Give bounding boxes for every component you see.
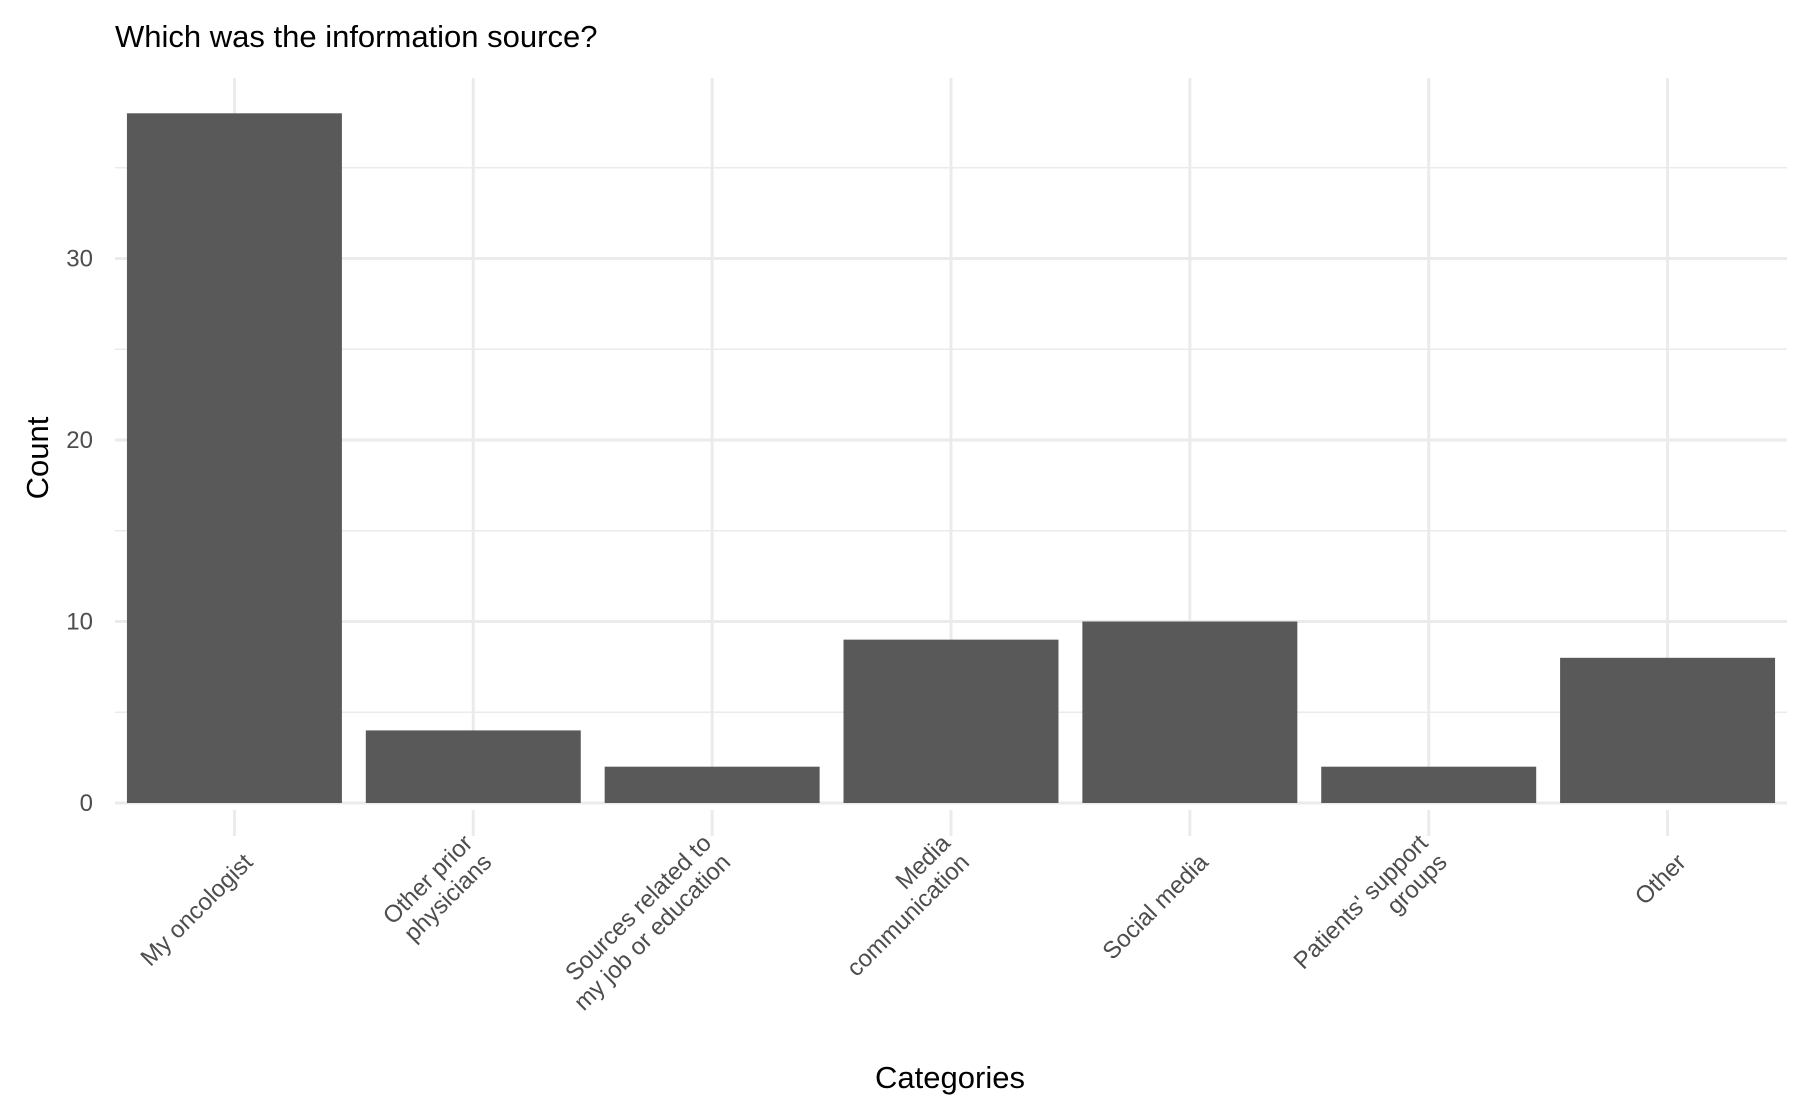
- y-tick-label: 20: [66, 427, 93, 454]
- y-axis-ticks: 0 10 20 30: [66, 246, 93, 818]
- bar: [1082, 621, 1298, 803]
- bars: [126, 113, 1776, 804]
- y-tick-label: 30: [66, 246, 93, 273]
- bar: [604, 766, 820, 803]
- x-tick-label: Other: [1630, 849, 1692, 911]
- bar: [1321, 766, 1537, 803]
- bar: [365, 730, 581, 803]
- x-tick-label: Social media: [1098, 848, 1215, 965]
- x-tick-label: My oncologist: [135, 849, 258, 972]
- bar: [1560, 657, 1776, 803]
- y-tick-label: 10: [66, 609, 93, 636]
- y-tick-label: 0: [80, 790, 93, 817]
- bar: [126, 113, 342, 804]
- y-axis-title: Count: [20, 416, 55, 499]
- x-tick-label-line: Other: [1630, 849, 1692, 911]
- x-axis-title: Categories: [875, 1060, 1025, 1095]
- bar: [843, 639, 1059, 803]
- x-tick-label-line: My oncologist: [135, 849, 258, 972]
- chart-title: Which was the information source?: [115, 19, 597, 54]
- x-tick-label-line: Social media: [1098, 848, 1215, 965]
